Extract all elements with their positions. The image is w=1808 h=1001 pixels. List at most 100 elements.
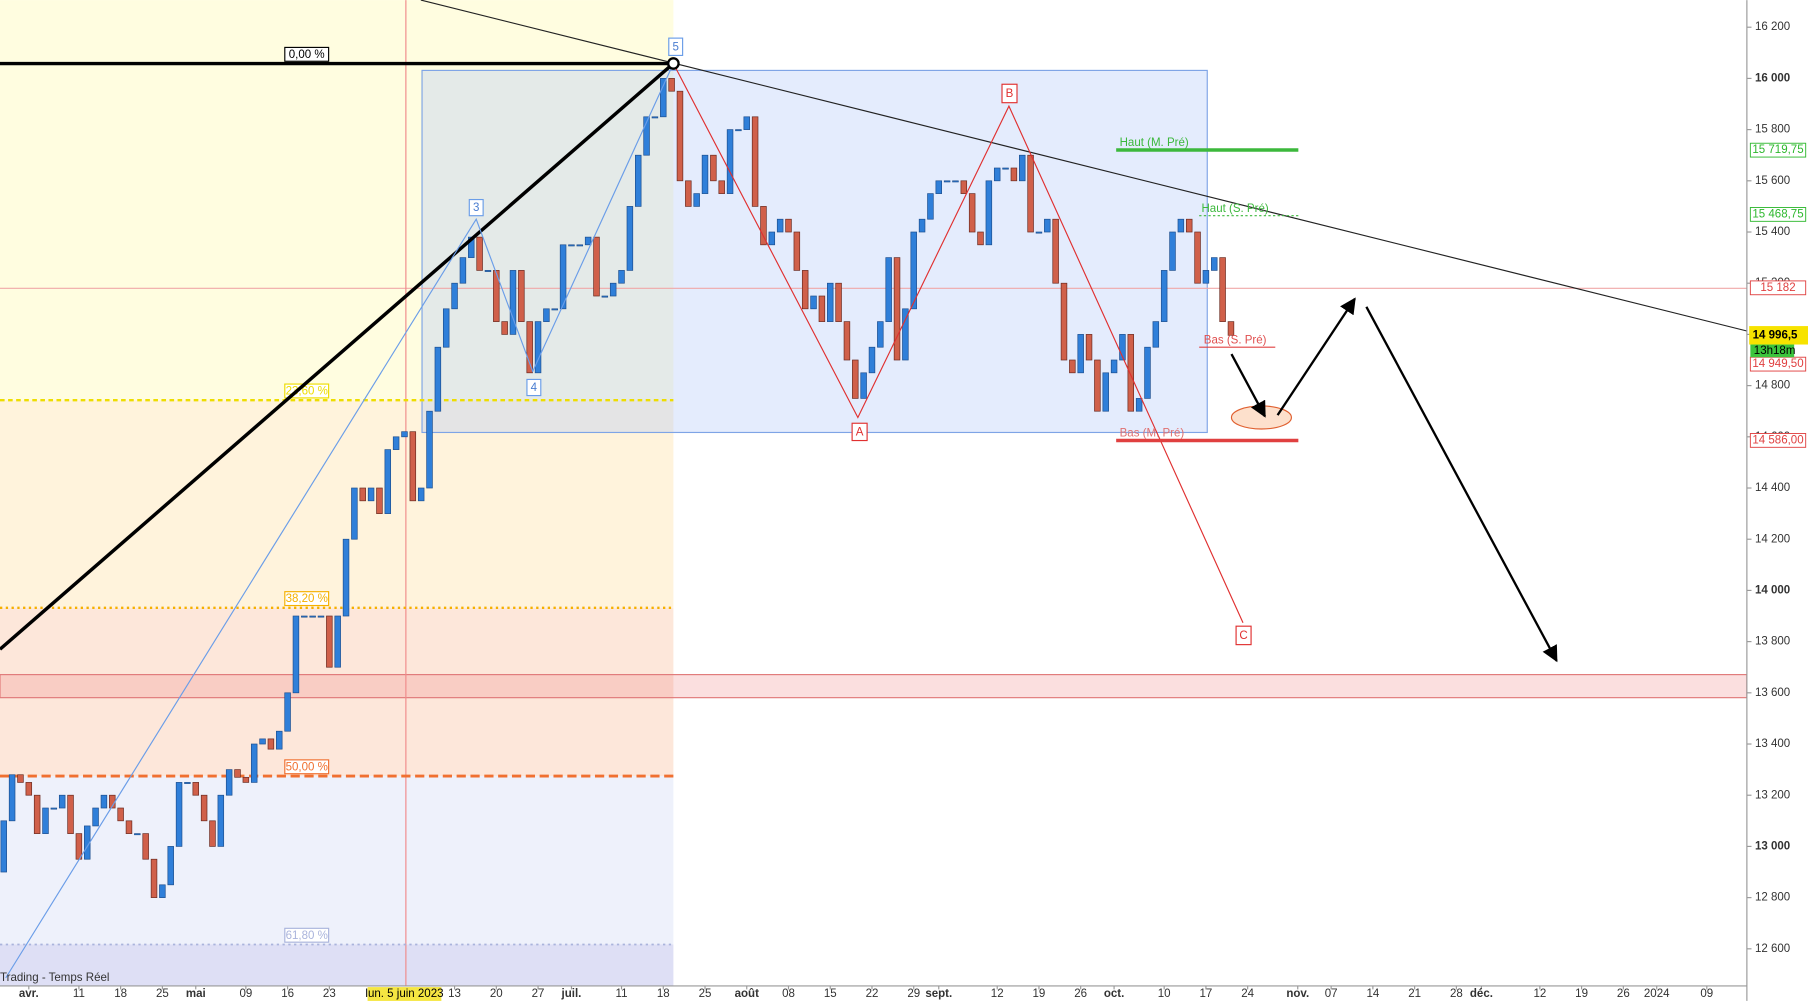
- x-tick-label: 22: [866, 988, 879, 1000]
- candle: [217, 794, 225, 847]
- wave-label: 4: [531, 382, 538, 394]
- candle: [718, 180, 725, 194]
- x-tick-label: 18: [114, 988, 127, 1000]
- axes: 12 600 12 800 13 000 13 200 13 400 13 600 13 8…: [19, 21, 1808, 1001]
- level-label: Haut (S. Pré): [1201, 203, 1268, 215]
- candle: [259, 738, 266, 745]
- candle: [1152, 321, 1160, 348]
- y-tick-label: 13 200: [1755, 789, 1790, 801]
- y-tick-label: 16 200: [1755, 21, 1790, 33]
- x-tick-label: 29: [907, 988, 920, 1000]
- x-tick-label: 26: [1617, 988, 1630, 1000]
- candle: [326, 615, 333, 668]
- level-label: Haut (M. Pré): [1120, 137, 1189, 149]
- candle: [200, 794, 208, 822]
- candle: [1102, 372, 1109, 412]
- drawings: Haut (M. Pré) Haut (S. Pré) Bas (S. Pré)…: [0, 0, 1748, 979]
- y-tick-label: 13 600: [1755, 687, 1790, 699]
- candle: [309, 615, 316, 618]
- x-tick-label: 26: [1074, 988, 1087, 1000]
- price-tag-label: 14 949,50: [1752, 358, 1803, 370]
- candle: [1069, 359, 1076, 374]
- x-tick-label: juil.: [561, 988, 582, 1000]
- y-tick-label: 13 800: [1755, 636, 1790, 648]
- fib-zone: [0, 0, 674, 401]
- candle: [676, 90, 684, 182]
- y-tick-label: 15 600: [1755, 175, 1790, 187]
- x-tick-label: 12: [991, 988, 1004, 1000]
- candle: [1035, 231, 1043, 234]
- candle: [985, 180, 993, 246]
- x-tick-label: 19: [1033, 988, 1046, 1000]
- candle: [1002, 167, 1009, 170]
- candle: [927, 193, 934, 220]
- wave-label-box: [526, 378, 542, 397]
- candle: [42, 807, 49, 834]
- candle: [1052, 218, 1059, 284]
- candle: [276, 730, 283, 750]
- candle: [918, 218, 926, 233]
- candle: [342, 538, 350, 617]
- candle: [868, 346, 876, 374]
- fib-label: 61,80 %: [286, 930, 328, 942]
- level-label: Bas (M. Pré): [1120, 428, 1185, 440]
- fib-label-box: [284, 46, 330, 62]
- current-price-label: 14 996,5: [1753, 329, 1798, 341]
- candle: [250, 743, 258, 783]
- candle: [25, 782, 33, 796]
- arrow: [1365, 306, 1558, 663]
- candle: [167, 846, 174, 886]
- x-tick-label: août: [735, 988, 759, 1000]
- price-tag-box: [1749, 207, 1807, 222]
- wave-label: C: [1239, 630, 1247, 642]
- x-tick-label: 28: [1450, 988, 1463, 1000]
- fib-label: 38,20 %: [286, 593, 328, 605]
- wave-label: A: [856, 427, 864, 439]
- x-tick-label: déc.: [1470, 988, 1493, 1000]
- candle: [651, 116, 659, 119]
- x-tick-label: 25: [699, 988, 712, 1000]
- resistance-band: [0, 674, 1748, 699]
- candle: [317, 615, 325, 618]
- candle: [852, 359, 859, 399]
- x-tick-label: sept.: [925, 988, 952, 1000]
- fib-label: 23,60 %: [286, 386, 328, 398]
- candle: [509, 270, 517, 335]
- candle: [860, 372, 867, 399]
- candle: [50, 807, 58, 810]
- candle: [793, 231, 801, 271]
- candle: [1227, 321, 1235, 336]
- candle: [284, 692, 291, 732]
- candle: [1027, 154, 1034, 233]
- y-tick-label: 14 800: [1755, 380, 1790, 392]
- candle: [459, 257, 467, 284]
- trend-line: [420, 0, 1748, 332]
- y-tick-label: 12 800: [1755, 892, 1790, 904]
- candle: [559, 244, 567, 310]
- candle: [660, 78, 667, 118]
- candle: [576, 244, 584, 247]
- candle: [993, 167, 1001, 182]
- candle: [384, 449, 392, 514]
- candle: [952, 180, 959, 183]
- candle: [1160, 270, 1168, 322]
- candle: [225, 769, 233, 796]
- x-tick-label: 23: [323, 988, 336, 1000]
- candle: [17, 774, 24, 783]
- candle: [601, 295, 609, 298]
- candle: [801, 270, 809, 310]
- abc-wave: [672, 63, 1244, 623]
- candle: [518, 270, 525, 322]
- candle: [451, 282, 458, 310]
- candle: [242, 776, 250, 783]
- wave-label: B: [1006, 88, 1014, 100]
- candle: [835, 282, 842, 322]
- candle: [442, 308, 450, 348]
- candle: [493, 270, 500, 322]
- candle: [292, 615, 300, 694]
- candle: [376, 487, 383, 514]
- x-tick-label: 18: [657, 988, 670, 1000]
- candle: [1169, 231, 1176, 271]
- candle: [434, 346, 442, 412]
- candle: [618, 270, 625, 284]
